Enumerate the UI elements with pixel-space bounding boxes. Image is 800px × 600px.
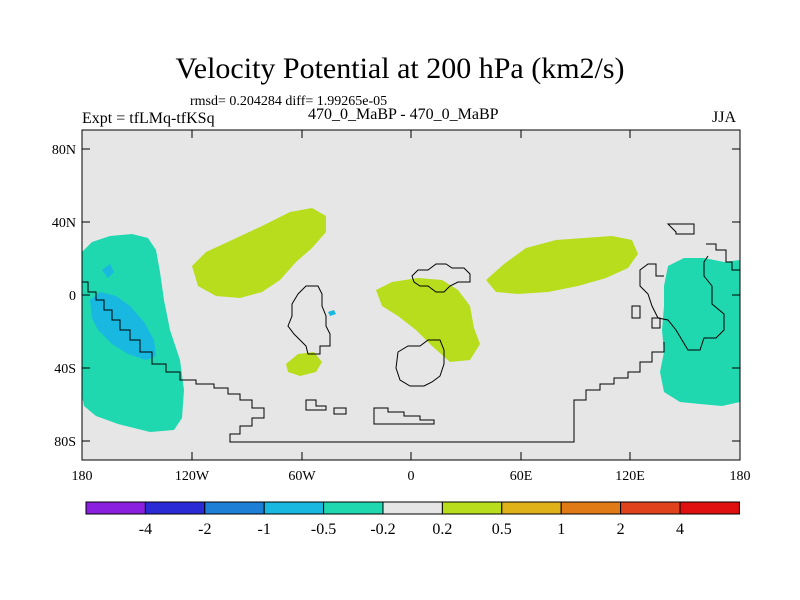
positive-anomaly-region-2 — [286, 352, 322, 376]
colorbar-label: 1 — [557, 521, 565, 538]
lon-label: 60W — [288, 469, 316, 484]
anomaly-fields — [82, 208, 740, 432]
colorbar-swatch — [382, 501, 443, 515]
colorbar-swatch — [85, 501, 146, 515]
map-ticks — [81, 130, 741, 460]
colorbar-swatch — [501, 501, 562, 515]
positive-anomaly-region-1 — [192, 208, 326, 298]
stats-label: rmsd= 0.204284 diff= 1.99265e-05 — [190, 94, 388, 109]
lon-label: 120W — [175, 469, 210, 484]
colorbar-swatch — [144, 501, 206, 515]
negative-anomaly-region-east — [660, 258, 740, 406]
strong-negative-anomaly-small — [102, 264, 114, 278]
lon-label: 180 — [72, 469, 93, 484]
lon-label: 0 — [408, 469, 415, 484]
colorbar-label: -0.5 — [311, 521, 336, 538]
colorbar-swatch — [560, 501, 622, 515]
colorbar-swatch — [263, 501, 325, 515]
colorbar-swatch — [441, 501, 503, 515]
lat-label: 40S — [54, 362, 76, 377]
coastlines — [82, 223, 741, 443]
colorbar-label: -0.2 — [370, 521, 395, 538]
latitude-labels: 80N 40N 0 40S 80S — [52, 143, 76, 450]
runs-label: 470_0_MaBP - 470_0_MaBP — [308, 106, 499, 123]
colorbar-label: 4 — [676, 521, 684, 538]
season-label: JJA — [712, 109, 737, 126]
colorbar-label: 0.2 — [432, 521, 452, 538]
colorbar-label: 0.5 — [492, 521, 512, 538]
coastline-east-asia — [639, 223, 741, 351]
colorbar-label: 2 — [617, 521, 625, 538]
lat-label: 80S — [54, 435, 76, 450]
colorbar-label: -2 — [198, 521, 211, 538]
plot-title: Velocity Potential at 200 hPa (km2/s) — [175, 52, 625, 85]
coastline-africa — [411, 263, 471, 293]
lon-label: 120E — [615, 469, 645, 484]
lat-label: 80N — [52, 143, 76, 158]
lon-label: 60E — [510, 469, 533, 484]
longitude-labels: 180 120W 60W 0 60E 120E 180 — [72, 469, 751, 484]
coastline-antarctic-islands — [305, 399, 435, 425]
coastline-americas — [82, 281, 665, 443]
lat-label: 40N — [52, 216, 76, 231]
positive-anomaly-region-4 — [486, 236, 638, 294]
colorbar-label: -1 — [258, 521, 271, 538]
colorbar-swatch — [204, 501, 265, 515]
positive-anomaly-region-3 — [376, 278, 480, 362]
colorbar-swatch — [679, 501, 740, 515]
lat-label: 0 — [69, 289, 76, 304]
experiment-label: Expt = tfLMq-tfKSq — [82, 110, 215, 127]
negative-anomaly-spot — [328, 310, 336, 316]
coastline-maritime — [631, 305, 661, 329]
colorbar-swatch — [620, 501, 681, 515]
colorbar: -4 -2 -1 -0.5 -0.2 0.2 0.5 1 2 4 — [85, 501, 740, 538]
colorbar-swatch — [323, 501, 384, 515]
colorbar-label: -4 — [139, 521, 152, 538]
lon-label: 180 — [730, 469, 751, 484]
coastline-africa-south — [395, 339, 445, 387]
coastline-south-america — [287, 285, 331, 355]
